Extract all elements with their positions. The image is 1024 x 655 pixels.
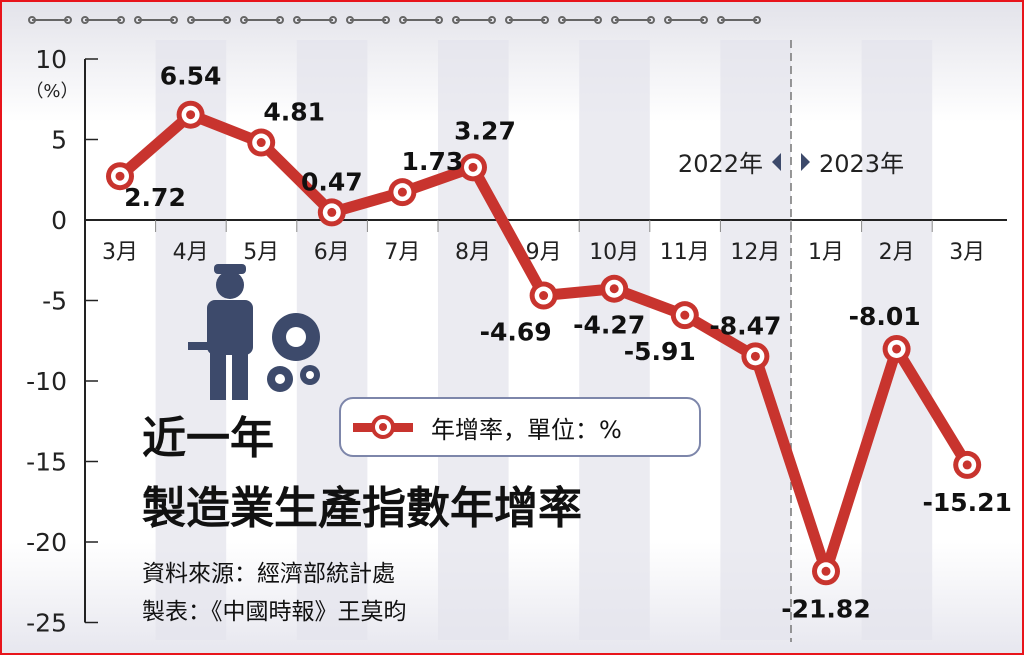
binder-ring-icon	[293, 16, 301, 24]
binder-ring-icon	[382, 16, 390, 24]
x-tick-label: 11月	[660, 240, 710, 265]
binder-ring-icon	[541, 16, 549, 24]
chart-title-line1: 近一年	[142, 413, 274, 464]
binder-ring-icon	[64, 16, 72, 24]
y-tick-label: 10	[35, 45, 67, 74]
x-tick-label: 2月	[879, 240, 915, 265]
binder-ring-icon	[117, 16, 125, 24]
data-point-center	[115, 171, 125, 181]
data-label: -8.01	[849, 302, 921, 331]
credit-note: 製表：《中國時報》王莫昀	[142, 599, 407, 625]
year-label-right: 2023年	[819, 150, 904, 178]
data-point-center	[750, 351, 760, 361]
data-label: 3.27	[454, 116, 516, 145]
binder-ring-icon	[611, 16, 619, 24]
data-point-center	[256, 138, 266, 148]
legend-label: 年增率，單位：%	[431, 415, 622, 444]
data-label: -21.82	[781, 594, 870, 623]
y-tick-label: -10	[26, 367, 67, 396]
binder-ring-icon	[505, 16, 513, 24]
data-label: -4.27	[573, 311, 645, 340]
x-tick-label: 1月	[808, 240, 844, 265]
binder-ring-icon	[647, 16, 655, 24]
worker-gear-icon	[188, 264, 320, 400]
data-point-center	[821, 566, 831, 576]
binder-ring-icon	[753, 16, 761, 24]
column-stripe	[579, 40, 650, 640]
source-note: 資料來源：經濟部統計處	[142, 561, 395, 587]
binder-ring-icon	[594, 16, 602, 24]
binder-ring-icon	[329, 16, 337, 24]
data-label: -8.47	[709, 311, 781, 340]
data-label: -4.69	[480, 318, 552, 347]
y-tick-label: -5	[42, 287, 67, 316]
arrow-right-icon	[801, 153, 810, 171]
chart-title-line2: 製造業生產指數年增率	[142, 483, 582, 534]
binder-ring-icon	[276, 16, 284, 24]
year-label-left: 2022年	[678, 150, 763, 178]
binder-ring-icon	[187, 16, 195, 24]
binder-ring-icon	[134, 16, 142, 24]
binder-ring-icon	[81, 16, 89, 24]
data-label: -15.21	[922, 488, 1011, 517]
data-point-center	[609, 284, 619, 294]
binder-ring-icon	[346, 16, 354, 24]
data-label: 6.54	[160, 62, 222, 91]
binder-ring-icon	[452, 16, 460, 24]
x-tick-label: 5月	[243, 240, 279, 265]
column-stripe	[438, 40, 509, 640]
arrow-left-icon	[772, 153, 781, 171]
y-tick-label: -25	[26, 609, 67, 638]
data-point-center	[539, 291, 549, 301]
y-tick-label: 5	[51, 126, 67, 155]
binder-ring-icon	[240, 16, 248, 24]
x-tick-label: 8月	[455, 240, 491, 265]
data-point-center	[397, 187, 407, 197]
binder-ring-icon	[435, 16, 443, 24]
data-point-center	[468, 162, 478, 172]
data-point-center	[680, 310, 690, 320]
binder-ring-icon	[170, 16, 178, 24]
data-point-center	[186, 110, 196, 120]
binder-ring-icon	[700, 16, 708, 24]
data-point-center	[892, 344, 902, 354]
data-point-center	[327, 207, 337, 217]
x-tick-label: 12月	[730, 240, 780, 265]
legend-marker-icon	[353, 415, 413, 439]
y-tick-label: -15	[26, 448, 67, 477]
legend: 年增率，單位：%	[339, 397, 701, 457]
binder-ring-icon	[664, 16, 672, 24]
data-label: 4.81	[263, 98, 325, 127]
y-axis-unit: （%）	[25, 81, 78, 102]
x-tick-label: 3月	[949, 240, 985, 265]
x-tick-label: 7月	[384, 240, 420, 265]
data-label: 2.72	[124, 183, 186, 212]
binder-ring-icon	[28, 16, 36, 24]
binder-ring-icon	[223, 16, 231, 24]
x-tick-label: 3月	[102, 240, 138, 265]
binder-ring-icon	[399, 16, 407, 24]
data-label: 0.47	[301, 167, 363, 196]
x-tick-label: 10月	[589, 240, 639, 265]
x-tick-label: 6月	[314, 240, 350, 265]
y-tick-label: 0	[51, 206, 67, 235]
x-tick-label: 4月	[173, 240, 209, 265]
binder-ring-icon	[558, 16, 566, 24]
y-tick-label: -20	[26, 528, 67, 557]
x-tick-label: 9月	[526, 240, 562, 265]
binder-ring-icon	[717, 16, 725, 24]
data-label: 1.73	[402, 147, 464, 176]
data-label: -5.91	[624, 337, 696, 366]
binder-ring-icon	[488, 16, 496, 24]
data-point-center	[962, 460, 972, 470]
